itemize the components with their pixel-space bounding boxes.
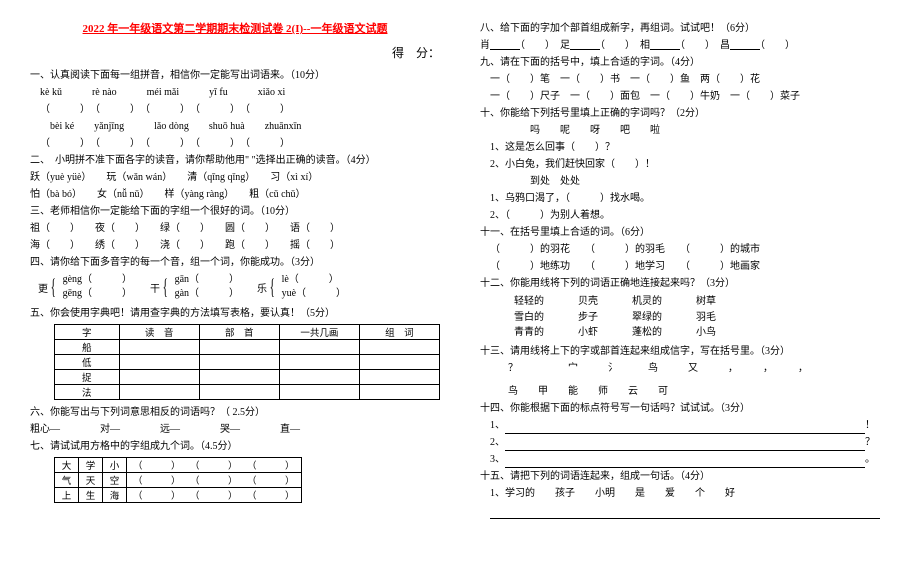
score-label: 得 分：: [30, 44, 440, 61]
q13-a: ？ 宀 氵 鸟 又 ， ， ，: [480, 360, 890, 377]
q4-le: lè（ ）: [282, 273, 346, 287]
dict-table: 字 读 音 部 首 一共几画 组 词 船 低 捉 法: [54, 324, 440, 400]
q12-a1: 轻轻的: [514, 294, 544, 310]
q12-b3: 小虾: [578, 325, 598, 341]
g11: 天: [79, 473, 103, 488]
q12-match: 轻轻的 雪白的 青青的 贝壳 步子 小虾 机灵的 翠绿的 蓬松的 树草 羽毛 小…: [480, 294, 890, 341]
q4-char-1: 更: [38, 280, 48, 295]
brace-icon: {: [51, 276, 56, 298]
q12-a3: 青青的: [514, 325, 544, 341]
q4-brace-3: 乐 { lè（ ） yuè（ ）: [257, 273, 346, 301]
q14: 十四、你能根据下面的标点符号写一句话吗？试试试。（3分）: [480, 400, 890, 417]
q14-c: 3、。: [480, 451, 890, 468]
t1-r3: 捉: [55, 370, 120, 385]
g10: 气: [55, 473, 79, 488]
q10-b: 2、小白兔，我们赶快回家（ ）！: [480, 156, 890, 173]
q4-gan-2: gàn（ ）: [175, 287, 239, 301]
q4: 四、请你给下面多音字的每一个音，组一个词，你能成功。（3分）: [30, 254, 440, 271]
q12-b1: 贝壳: [578, 294, 598, 310]
q11-a: （ ）的羽花 （ ）的羽毛 （ ）的城市: [480, 241, 890, 258]
t1-h4: 一共几画: [279, 325, 359, 340]
q8-a: 肖 （ ） 足 （ ） 相 （ ） 昌 （ ）: [480, 37, 890, 54]
q10-a: 1、这是怎么回事（ ）？: [480, 139, 890, 156]
g01: 学: [79, 458, 103, 473]
q1-pinyin-2: bèi ké yǎnjīng lǎo dòng shuō huà zhuānxī…: [30, 118, 440, 135]
q4-char-2: 干: [150, 280, 160, 295]
q4-yue: yuè（ ）: [282, 287, 346, 301]
q3: 三、老师相信你一定能给下面的字组一个很好的词。（10分）: [30, 203, 440, 220]
q3-b: 海（ ） 绣（ ） 浇（ ） 跑（ ） 摇（ ）: [30, 237, 440, 254]
q2: 二、 小明拼不准下面各字的读音，请你帮助他用" "选择出正确的读音。（4分）: [30, 152, 440, 169]
q2-a: 跃（yuè yüè） 玩（wǎn wán） 清（qīng qǐng） 习（xì …: [30, 169, 440, 186]
q13: 十三、请用线将上下的字或部首连起来组成信字，写在括号里。（3分）: [480, 343, 890, 360]
brace-icon: {: [163, 276, 168, 298]
q4-brace-1: 更 { gèng（ ） gēng（ ）: [38, 273, 132, 301]
q13-b: 鸟 甲 能 师 云 可: [480, 383, 890, 400]
q12-c2: 翠绿的: [632, 310, 662, 326]
right-column: 八、给下面的字加个部首组成新字，再组词。试试吧！（6分） 肖 （ ） 足 （ ）…: [480, 20, 890, 545]
t1-r2: 低: [55, 355, 120, 370]
q1-blank-2: （ ） （ ） （ ） （ ） （ ）: [30, 135, 440, 152]
g22: 海: [103, 488, 127, 503]
q11: 十一、在括号里填上合适的词。（6分）: [480, 224, 890, 241]
g20: 上: [55, 488, 79, 503]
q12-c1: 机灵的: [632, 294, 662, 310]
q15-blank: [480, 502, 890, 519]
q4-geng-1: gèng（ ）: [63, 273, 132, 287]
exam-title: 2022 年一年级语文第二学期期末检测试卷 2(I)--一年级语文试题: [30, 20, 440, 36]
q12-b2: 步子: [578, 310, 598, 326]
q5: 五、你会使用字典吧！请用查字典的方法填写表格，要认真！（5分）: [30, 305, 440, 322]
q6: 六、你能写出与下列词意思相反的词语吗？（ 2.5分）: [30, 404, 440, 421]
q10: 十、你能给下列括号里填上正确的字词吗？（2分）: [480, 105, 890, 122]
g21: 生: [79, 488, 103, 503]
g00: 大: [55, 458, 79, 473]
q3-a: 祖（ ） 夜（ ） 绿（ ） 圆（ ） 语（ ）: [30, 220, 440, 237]
q14-b: 2、？: [480, 434, 890, 451]
q9: 九、请在下面的括号中，填上合适的字词。（4分）: [480, 54, 890, 71]
t1-h3: 部 首: [199, 325, 279, 340]
q1-blank-1: （ ） （ ） （ ） （ ） （ ）: [30, 101, 440, 118]
q12-a2: 雪白的: [514, 310, 544, 326]
q4-geng-2: gēng（ ）: [63, 287, 132, 301]
q6-a: 粗心— 对— 远— 哭— 直—: [30, 421, 440, 438]
t1-h1: 字: [55, 325, 120, 340]
q15-a: 1、学习的 孩子 小明 是 爱 个 好: [480, 485, 890, 502]
q4-gan-1: gān（ ）: [175, 273, 239, 287]
q12: 十二、你能用线将下列的词语正确地连接起来吗？（3分）: [480, 275, 890, 292]
char-grid: 大 学 小 （ ） （ ） （ ） 气 天 空 （ ） （ ） （ ） 上 生 …: [54, 457, 302, 503]
q4-brace-2: 干 { gān（ ） gàn（ ）: [150, 273, 239, 301]
g-pl2: （ ） （ ） （ ）: [127, 473, 302, 488]
q1: 一、认真阅读下面每一组拼音，相信你一定能写出词语来。（10分）: [30, 67, 440, 84]
brace-icon: {: [270, 276, 275, 298]
q2-b: 怕（bà bó） 女（nǚ nǔ） 样（yàng ràng） 粗（cǔ chǔ）: [30, 186, 440, 203]
q12-d1: 树草: [696, 294, 716, 310]
t1-h5: 组 词: [359, 325, 439, 340]
g-pl3: （ ） （ ） （ ）: [127, 488, 302, 503]
q1-pinyin-1: kè kǔ rè nào méi mǎi yī fu xiǎo xi: [30, 84, 440, 101]
q8: 八、给下面的字加个部首组成新字，再组词。试试吧！（6分）: [480, 20, 890, 37]
q10-e: 2、（ ）为别人着想。: [480, 207, 890, 224]
g-pl: （ ） （ ） （ ）: [127, 458, 302, 473]
q9-a: 一（ ）笔 一（ ）书 一（ ）鱼 两（ ）花: [480, 71, 890, 88]
t1-r1: 船: [55, 340, 120, 355]
g02: 小: [103, 458, 127, 473]
g12: 空: [103, 473, 127, 488]
q4-char-3: 乐: [257, 280, 267, 295]
q15: 十五、请把下列的词语连起来，组成一句话。（4分）: [480, 468, 890, 485]
q12-d2: 羽毛: [696, 310, 716, 326]
q7: 七、请试试用方格中的字组成九个词。（4.5分）: [30, 438, 440, 455]
t1-r4: 法: [55, 385, 120, 400]
q12-d3: 小鸟: [696, 325, 716, 341]
q10-words: 吗 呢 呀 吧 啦: [480, 122, 890, 139]
q10-d: 1、乌鸦口渴了，（ ）找水喝。: [480, 190, 890, 207]
left-column: 2022 年一年级语文第二学期期末检测试卷 2(I)--一年级语文试题 得 分：…: [30, 20, 440, 545]
q12-c3: 蓬松的: [632, 325, 662, 341]
q14-a: 1、！: [480, 417, 890, 434]
q11-b: （ ）地练功 （ ）地学习 （ ）地画家: [480, 258, 890, 275]
q9-b: 一（ ）尺子 一（ ）面包 一（ ）牛奶 一（ ）菜子: [480, 88, 890, 105]
t1-h2: 读 音: [119, 325, 199, 340]
q10-c: 到处 处处: [480, 173, 890, 190]
